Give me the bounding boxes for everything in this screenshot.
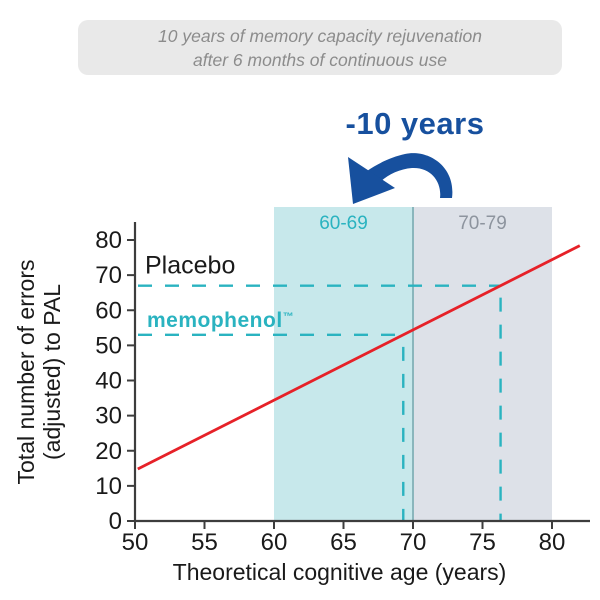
chart-canvas: 60-69 70-79 Placebo memophenol™ 0 10 20 30 40 50 6… — [13, 207, 590, 585]
y-tick-label: 20 — [95, 438, 122, 465]
y-tick-label: 70 — [95, 262, 122, 289]
x-tick-label: 80 — [539, 529, 566, 556]
y-tick-label: 60 — [95, 297, 122, 324]
y-axis-title-line-2: (adjusted) to PAL — [39, 284, 65, 460]
age-band-label-60-69: 60-69 — [319, 213, 368, 234]
x-tick-label: 70 — [400, 529, 427, 556]
x-tick-label: 60 — [261, 529, 288, 556]
arrow-head — [348, 157, 395, 204]
x-tick-label: 50 — [122, 529, 149, 556]
title-banner: 10 years of memory capacity rejuvenation… — [78, 20, 562, 75]
y-tick-label: 40 — [95, 368, 122, 395]
x-tick-label: 65 — [330, 529, 357, 556]
Placebo-label: Placebo — [145, 252, 235, 280]
arrow-body — [367, 153, 453, 198]
trend-line-errors-vs-cognitive-age-calibration — [137, 244, 581, 471]
curved-arrow-icon — [348, 153, 453, 204]
y-tick-label: 10 — [95, 473, 122, 500]
y-axis-title-line-1: Total number of errors — [13, 260, 39, 485]
x-axis-title: Theoretical cognitive age (years) — [173, 559, 507, 585]
x-tick-label: 75 — [469, 529, 496, 556]
y-tick-label: 50 — [95, 332, 122, 359]
x-tick-label: 55 — [191, 529, 218, 556]
banner-line-1: 10 years of memory capacity rejuvenation — [158, 25, 482, 46]
age-band-70-79 — [413, 207, 552, 521]
age-band-label-70-79: 70-79 — [458, 213, 507, 234]
rejuvenation-callout: -10 years — [345, 106, 485, 141]
y-tick-label: 30 — [95, 403, 122, 430]
memophenol-label: memophenol™ — [147, 309, 294, 332]
y-tick-label: 0 — [109, 508, 122, 535]
y-tick-label: 80 — [95, 227, 122, 254]
banner-line-2: after 6 months of continuous use — [193, 49, 447, 70]
